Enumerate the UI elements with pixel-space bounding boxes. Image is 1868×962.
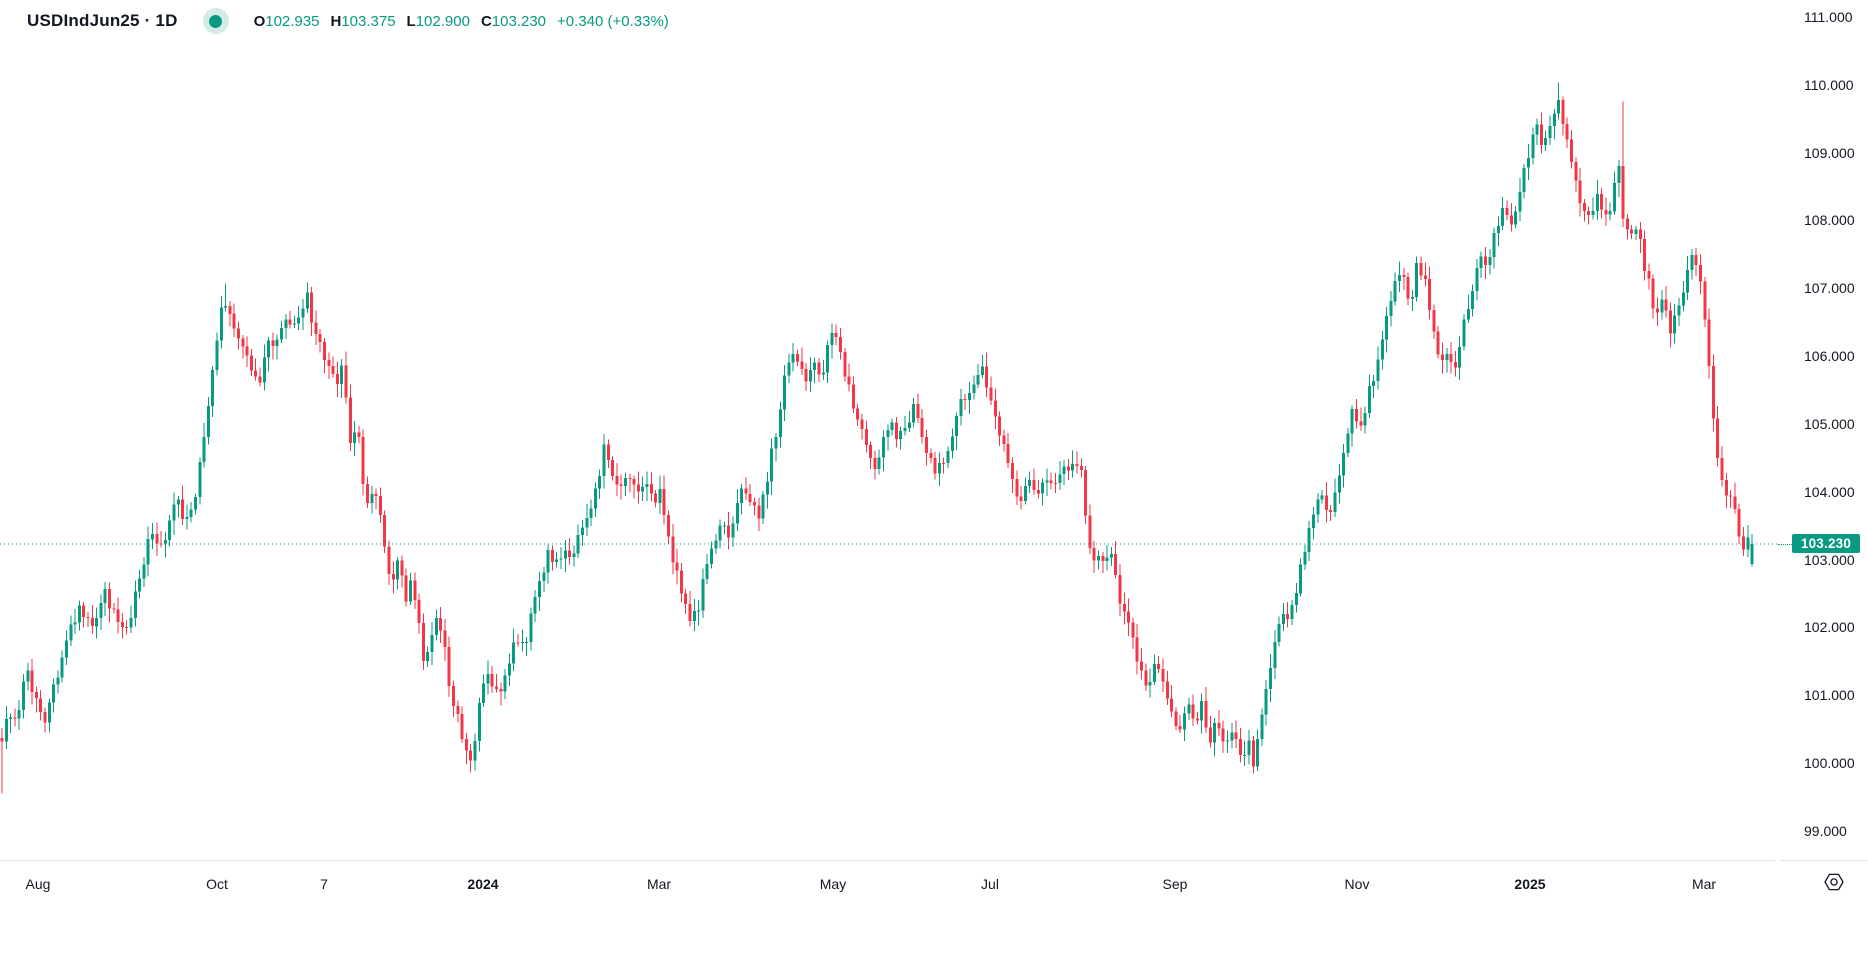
open-value: 102.935 bbox=[265, 12, 320, 30]
price-axis-label: 108.000 bbox=[1804, 212, 1855, 228]
close-value: 103.230 bbox=[491, 12, 547, 30]
time-axis-label: Mar bbox=[646, 876, 672, 892]
last-price-badge-text: 103.230 bbox=[1800, 536, 1852, 551]
price-axis-label: 110.000 bbox=[1804, 77, 1854, 93]
chart-legend: USDIndJun25 · 1D O 102.935 H 103.375 L 1… bbox=[27, 6, 669, 36]
time-axis-label: 2024 bbox=[467, 876, 499, 892]
price-axis-label: 105.000 bbox=[1804, 416, 1855, 432]
price-axis-label: 107.000 bbox=[1804, 280, 1855, 296]
high-item: H 103.375 bbox=[330, 13, 395, 30]
price-axis-label: 103.000 bbox=[1804, 552, 1855, 568]
price-axis-label: 104.000 bbox=[1804, 484, 1855, 500]
open-label: O bbox=[253, 12, 266, 30]
low-value: 102.900 bbox=[415, 12, 470, 30]
axis-border-left bbox=[0, 860, 1775, 861]
time-axis-label: Nov bbox=[1344, 876, 1370, 892]
time-axis-label: Sep bbox=[1162, 876, 1188, 892]
time-axis-label: 7 bbox=[320, 876, 328, 892]
time-axis-label: Oct bbox=[206, 876, 228, 892]
gear-icon bbox=[1823, 873, 1844, 890]
last-price-badge: 103.230 bbox=[1792, 534, 1860, 553]
close-label: C bbox=[480, 12, 492, 30]
high-label: H bbox=[330, 12, 342, 30]
axis-settings-button[interactable] bbox=[1820, 868, 1847, 895]
price-axis-label: 102.000 bbox=[1804, 619, 1855, 635]
market-status-dot-core bbox=[209, 14, 223, 28]
price-axis-label: 100.000 bbox=[1804, 755, 1855, 771]
time-axis[interactable]: Aug Oct 7 2024 Mar May Jul Sep Nov 2025 Mar bbox=[0, 860, 1868, 962]
time-axis-label: Jul bbox=[981, 876, 999, 892]
price-axis-label: 101.000 bbox=[1804, 687, 1855, 703]
open-item: O 102.935 bbox=[254, 13, 320, 30]
market-status-dot bbox=[202, 8, 229, 34]
price-axis[interactable]: 103.230 111.000 110.000 109.000 108.000 107.… bbox=[1778, 0, 1868, 860]
price-axis-label: 99.000 bbox=[1804, 823, 1847, 839]
price-line-extension bbox=[1778, 544, 1792, 545]
time-axis-label: 2025 bbox=[1514, 876, 1546, 892]
time-axis-label: May bbox=[819, 876, 847, 892]
change-value: +0.340 (+0.33%) bbox=[557, 12, 669, 30]
low-item: L 102.900 bbox=[407, 13, 470, 30]
price-axis-label: 111.000 bbox=[1804, 9, 1853, 25]
ohlc-readout: O 102.935 H 103.375 L 102.900 C 103.230 … bbox=[254, 13, 669, 30]
symbol-title[interactable]: USDIndJun25 · 1D bbox=[27, 11, 178, 30]
time-axis-label: Aug bbox=[25, 876, 51, 892]
chart-canvas[interactable]: USDIndJun25 · 1D O 102.935 H 103.375 L 1… bbox=[0, 0, 1778, 860]
price-axis-label: 109.000 bbox=[1804, 145, 1855, 161]
low-label: L bbox=[406, 12, 416, 30]
axis-border-right bbox=[1780, 860, 1868, 861]
close-item: C 103.230 bbox=[481, 13, 546, 30]
price-axis-label: 106.000 bbox=[1804, 348, 1855, 364]
high-value: 103.375 bbox=[341, 12, 396, 30]
candlestick-plot bbox=[0, 82, 1778, 794]
time-axis-label: Mar bbox=[1691, 876, 1717, 892]
